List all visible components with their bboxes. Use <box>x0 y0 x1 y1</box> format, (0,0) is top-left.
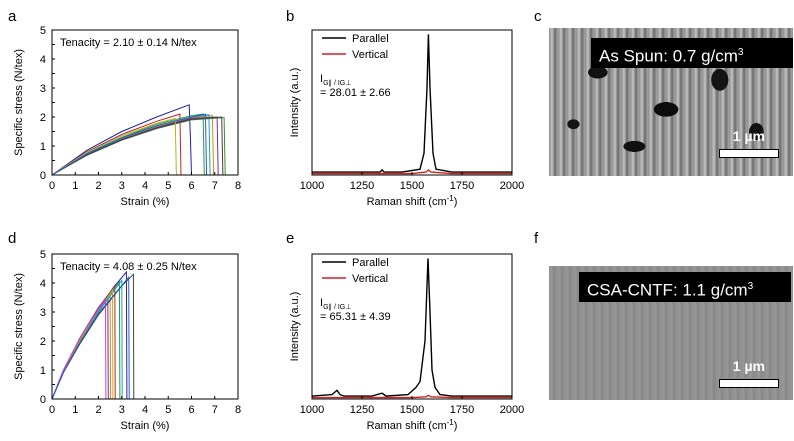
x-tick-label: 7 <box>212 404 218 416</box>
x-axis-label-sup: -1 <box>447 418 455 427</box>
x-tick-label: 0 <box>49 180 55 192</box>
chart-a: 0 1 2 3 4 5 6 7 8 0 1 2 3 4 5 Strain (%) Specific stress… <box>13 25 241 208</box>
sem-image-csa-cntf: CSA-CNTF: 1.1 g/cm3 1 µm <box>549 266 793 400</box>
x-axis-label: Strain (%) <box>121 420 170 432</box>
x-tick-label: 3 <box>119 404 125 416</box>
y-tick-label: 3 <box>40 83 46 95</box>
x-tick-label: 4 <box>142 180 148 192</box>
intensity-ratio-label: IG∥ / IG⊥ <box>320 297 351 311</box>
x-tick-label: 1500 <box>400 404 424 416</box>
panel-letter-d: d <box>8 230 17 247</box>
x-tick-label: 1750 <box>450 404 474 416</box>
sem-image-as-spun: As Spun: 0.7 g/cm3 1 µm <box>549 28 793 176</box>
legend-label: Parallel <box>352 33 389 45</box>
sem-density-label: As Spun: 0.7 g/cm3 <box>591 38 793 68</box>
tenacity-annotation: Tenacity = 4.08 ± 0.25 N/tex <box>60 261 197 273</box>
y-axis-label: Specific stress (N/tex) <box>13 49 25 156</box>
x-tick-label: 2000 <box>500 180 524 192</box>
x-tick-label: 6 <box>188 180 194 192</box>
series-line-a-8 <box>51 117 177 176</box>
plot-frame <box>51 253 239 400</box>
x-axis-label-end: ) <box>454 420 458 432</box>
intensity-ratio-sub: G∥ / IG⊥ <box>323 79 351 87</box>
y-axis-label: Intensity (a.u.) <box>289 292 301 362</box>
series-line-a-0 <box>51 104 192 176</box>
x-tick-label: 1750 <box>450 180 474 192</box>
x-tick-label: 8 <box>235 404 241 416</box>
chart-e: 1000 1250 1500 1750 2000 Raman shift (cm-1) In… <box>289 253 524 432</box>
panel-letter-f: f <box>534 230 539 247</box>
y-tick-label: 2 <box>40 336 46 348</box>
chart-d: 0 1 2 3 4 5 6 7 8 0 1 2 3 4 5 Strain (%) Specific stress… <box>13 249 241 432</box>
x-tick-label: 1 <box>72 180 78 192</box>
y-axis-label: Specific stress (N/tex) <box>13 273 25 380</box>
x-axis-label: Raman shift (cm-1) <box>367 418 458 432</box>
tenacity-annotation: Tenacity = 2.10 ± 0.14 N/tex <box>60 37 197 49</box>
plot-frame <box>311 253 513 400</box>
legend-label: Vertical <box>352 273 388 285</box>
chart-b: 1000 1250 1500 1750 2000 Raman shift (cm-1) In… <box>289 29 524 208</box>
series-line-a-9 <box>51 113 208 176</box>
y-tick-label: 2 <box>40 112 46 124</box>
series-line-a-5 <box>51 114 211 176</box>
y-tick-label: 4 <box>40 54 46 66</box>
x-tick-label: 1250 <box>350 180 374 192</box>
legend-label: Vertical <box>352 49 388 61</box>
y-tick-label: 1 <box>40 141 46 153</box>
series-line-a-7 <box>51 116 224 176</box>
panel-letter-c: c <box>534 8 542 25</box>
x-tick-label: 7 <box>212 180 218 192</box>
x-tick-label: 5 <box>165 404 171 416</box>
intensity-ratio-value: = 28.01 ± 2.66 <box>320 87 391 99</box>
y-tick-label: 0 <box>40 170 46 182</box>
x-tick-label: 2000 <box>500 404 524 416</box>
x-tick-label: 1 <box>72 404 78 416</box>
scale-bar <box>719 379 779 388</box>
scale-bar-label: 1 µm <box>732 128 765 144</box>
intensity-ratio-sub: G∥ / IG⊥ <box>323 303 351 311</box>
x-tick-label: 1500 <box>400 180 424 192</box>
x-tick-label: 8 <box>235 180 241 192</box>
x-tick-label: 1000 <box>300 180 324 192</box>
panel-letter-a: a <box>8 8 17 25</box>
scale-bar-label: 1 µm <box>732 358 765 374</box>
series-line-d-9 <box>51 275 130 400</box>
intensity-ratio-value: = 65.31 ± 4.39 <box>320 311 391 323</box>
x-axis-label-end: ) <box>454 196 458 208</box>
y-tick-label: 5 <box>40 25 46 37</box>
x-tick-label: 5 <box>165 180 171 192</box>
scale-bar <box>719 149 779 158</box>
x-tick-label: 3 <box>119 180 125 192</box>
panel-letter-e: e <box>286 230 295 247</box>
y-axis-label: Intensity (a.u.) <box>289 68 301 138</box>
x-axis-label-sup: -1 <box>447 194 455 203</box>
intensity-ratio-label: IG∥ / IG⊥ <box>320 73 351 87</box>
y-tick-label: 0 <box>40 394 46 406</box>
sem-density-label: CSA-CNTF: 1.1 g/cm3 <box>579 272 791 302</box>
x-tick-label: 1250 <box>350 404 374 416</box>
x-tick-label: 0 <box>49 404 55 416</box>
x-tick-label: 4 <box>142 404 148 416</box>
x-tick-label: 1000 <box>300 404 324 416</box>
x-tick-label: 2 <box>95 180 101 192</box>
series-line-d-8 <box>51 298 107 400</box>
y-tick-label: 3 <box>40 307 46 319</box>
series-line-a-2 <box>51 113 205 176</box>
y-tick-label: 4 <box>40 278 46 290</box>
series-line-d-0 <box>51 270 128 400</box>
legend-label: Parallel <box>352 257 389 269</box>
x-tick-label: 2 <box>95 404 101 416</box>
y-tick-label: 5 <box>40 249 46 261</box>
x-tick-label: 6 <box>188 404 194 416</box>
y-tick-label: 1 <box>40 365 46 377</box>
series-line-e-0 <box>311 258 512 397</box>
x-axis-label: Strain (%) <box>121 196 170 208</box>
series-line-a-3 <box>51 115 215 176</box>
series-line-b-0 <box>312 34 512 173</box>
x-axis-label: Raman shift (cm-1) <box>367 194 458 208</box>
series-line-a-6 <box>51 117 226 176</box>
plot-frame <box>311 29 513 176</box>
panel-letter-b: b <box>286 8 295 25</box>
